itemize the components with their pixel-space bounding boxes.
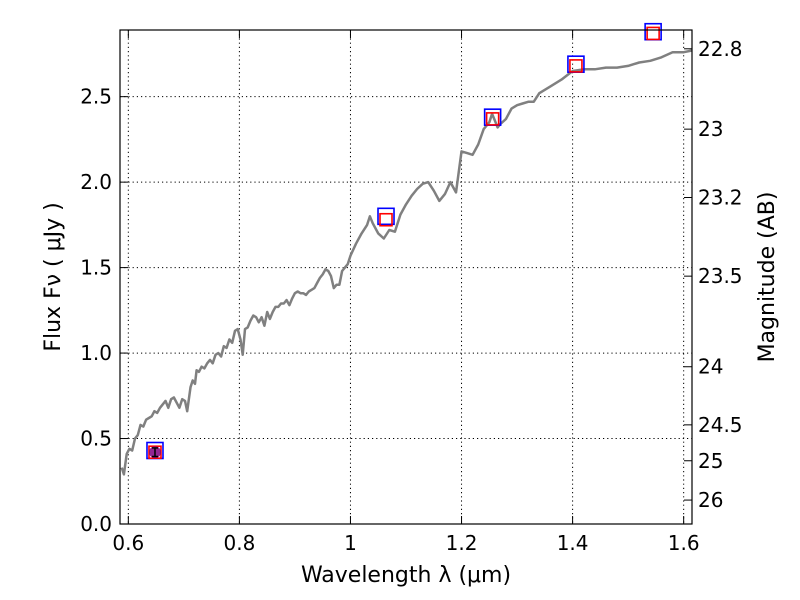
magnitude-tick-label: 22.8 (698, 37, 743, 61)
spectrum-line (120, 49, 693, 476)
x-tick-label: 1.6 (668, 531, 700, 555)
magnitude-tick-label: 24 (698, 355, 723, 379)
photometry-marker (377, 207, 395, 226)
y-axis-label: Flux Fν ( μJy ) (41, 202, 66, 351)
magnitude-tick-label: 24.5 (698, 413, 743, 437)
y-tick-label: 2.0 (80, 170, 112, 194)
y-tick-label: 1.5 (80, 256, 112, 280)
y-tick-label: 0.0 (80, 512, 112, 536)
photometry-marker (485, 112, 500, 126)
grid (120, 30, 692, 525)
plot-area (120, 22, 693, 476)
x-tick-label: 1.2 (446, 531, 478, 555)
magnitude-tick-label: 23 (698, 117, 723, 141)
x-tick-label: 0.6 (112, 531, 144, 555)
right-axis-label: Magnitude (AB) (755, 192, 780, 363)
y-tick-label: 0.5 (80, 427, 112, 451)
photometry-marker (646, 26, 660, 41)
x-axis-label: Wavelength λ (μm) (301, 563, 511, 588)
y-tick-label: 2.5 (80, 85, 112, 109)
magnitude-tick-label: 23.2 (698, 186, 743, 210)
photometry-marker (379, 212, 393, 227)
axis-ticks: 0.6 0.8 1 1.2 1.4 1.6 0.0 0.5 1.0 1.5 2.0 2.5 22.8 23… (80, 30, 743, 555)
x-tick-label: 0.8 (223, 531, 255, 555)
x-tick-label: 1.4 (557, 531, 589, 555)
photometry-marker (569, 59, 583, 73)
y-tick-label: 1.0 (80, 341, 112, 365)
plot-frame (119, 29, 693, 525)
magnitude-tick-label: 23.5 (698, 264, 743, 288)
magnitude-tick-label: 25 (698, 449, 723, 473)
magnitude-tick-label: 26 (698, 488, 723, 512)
x-tick-label: 1 (344, 531, 357, 555)
